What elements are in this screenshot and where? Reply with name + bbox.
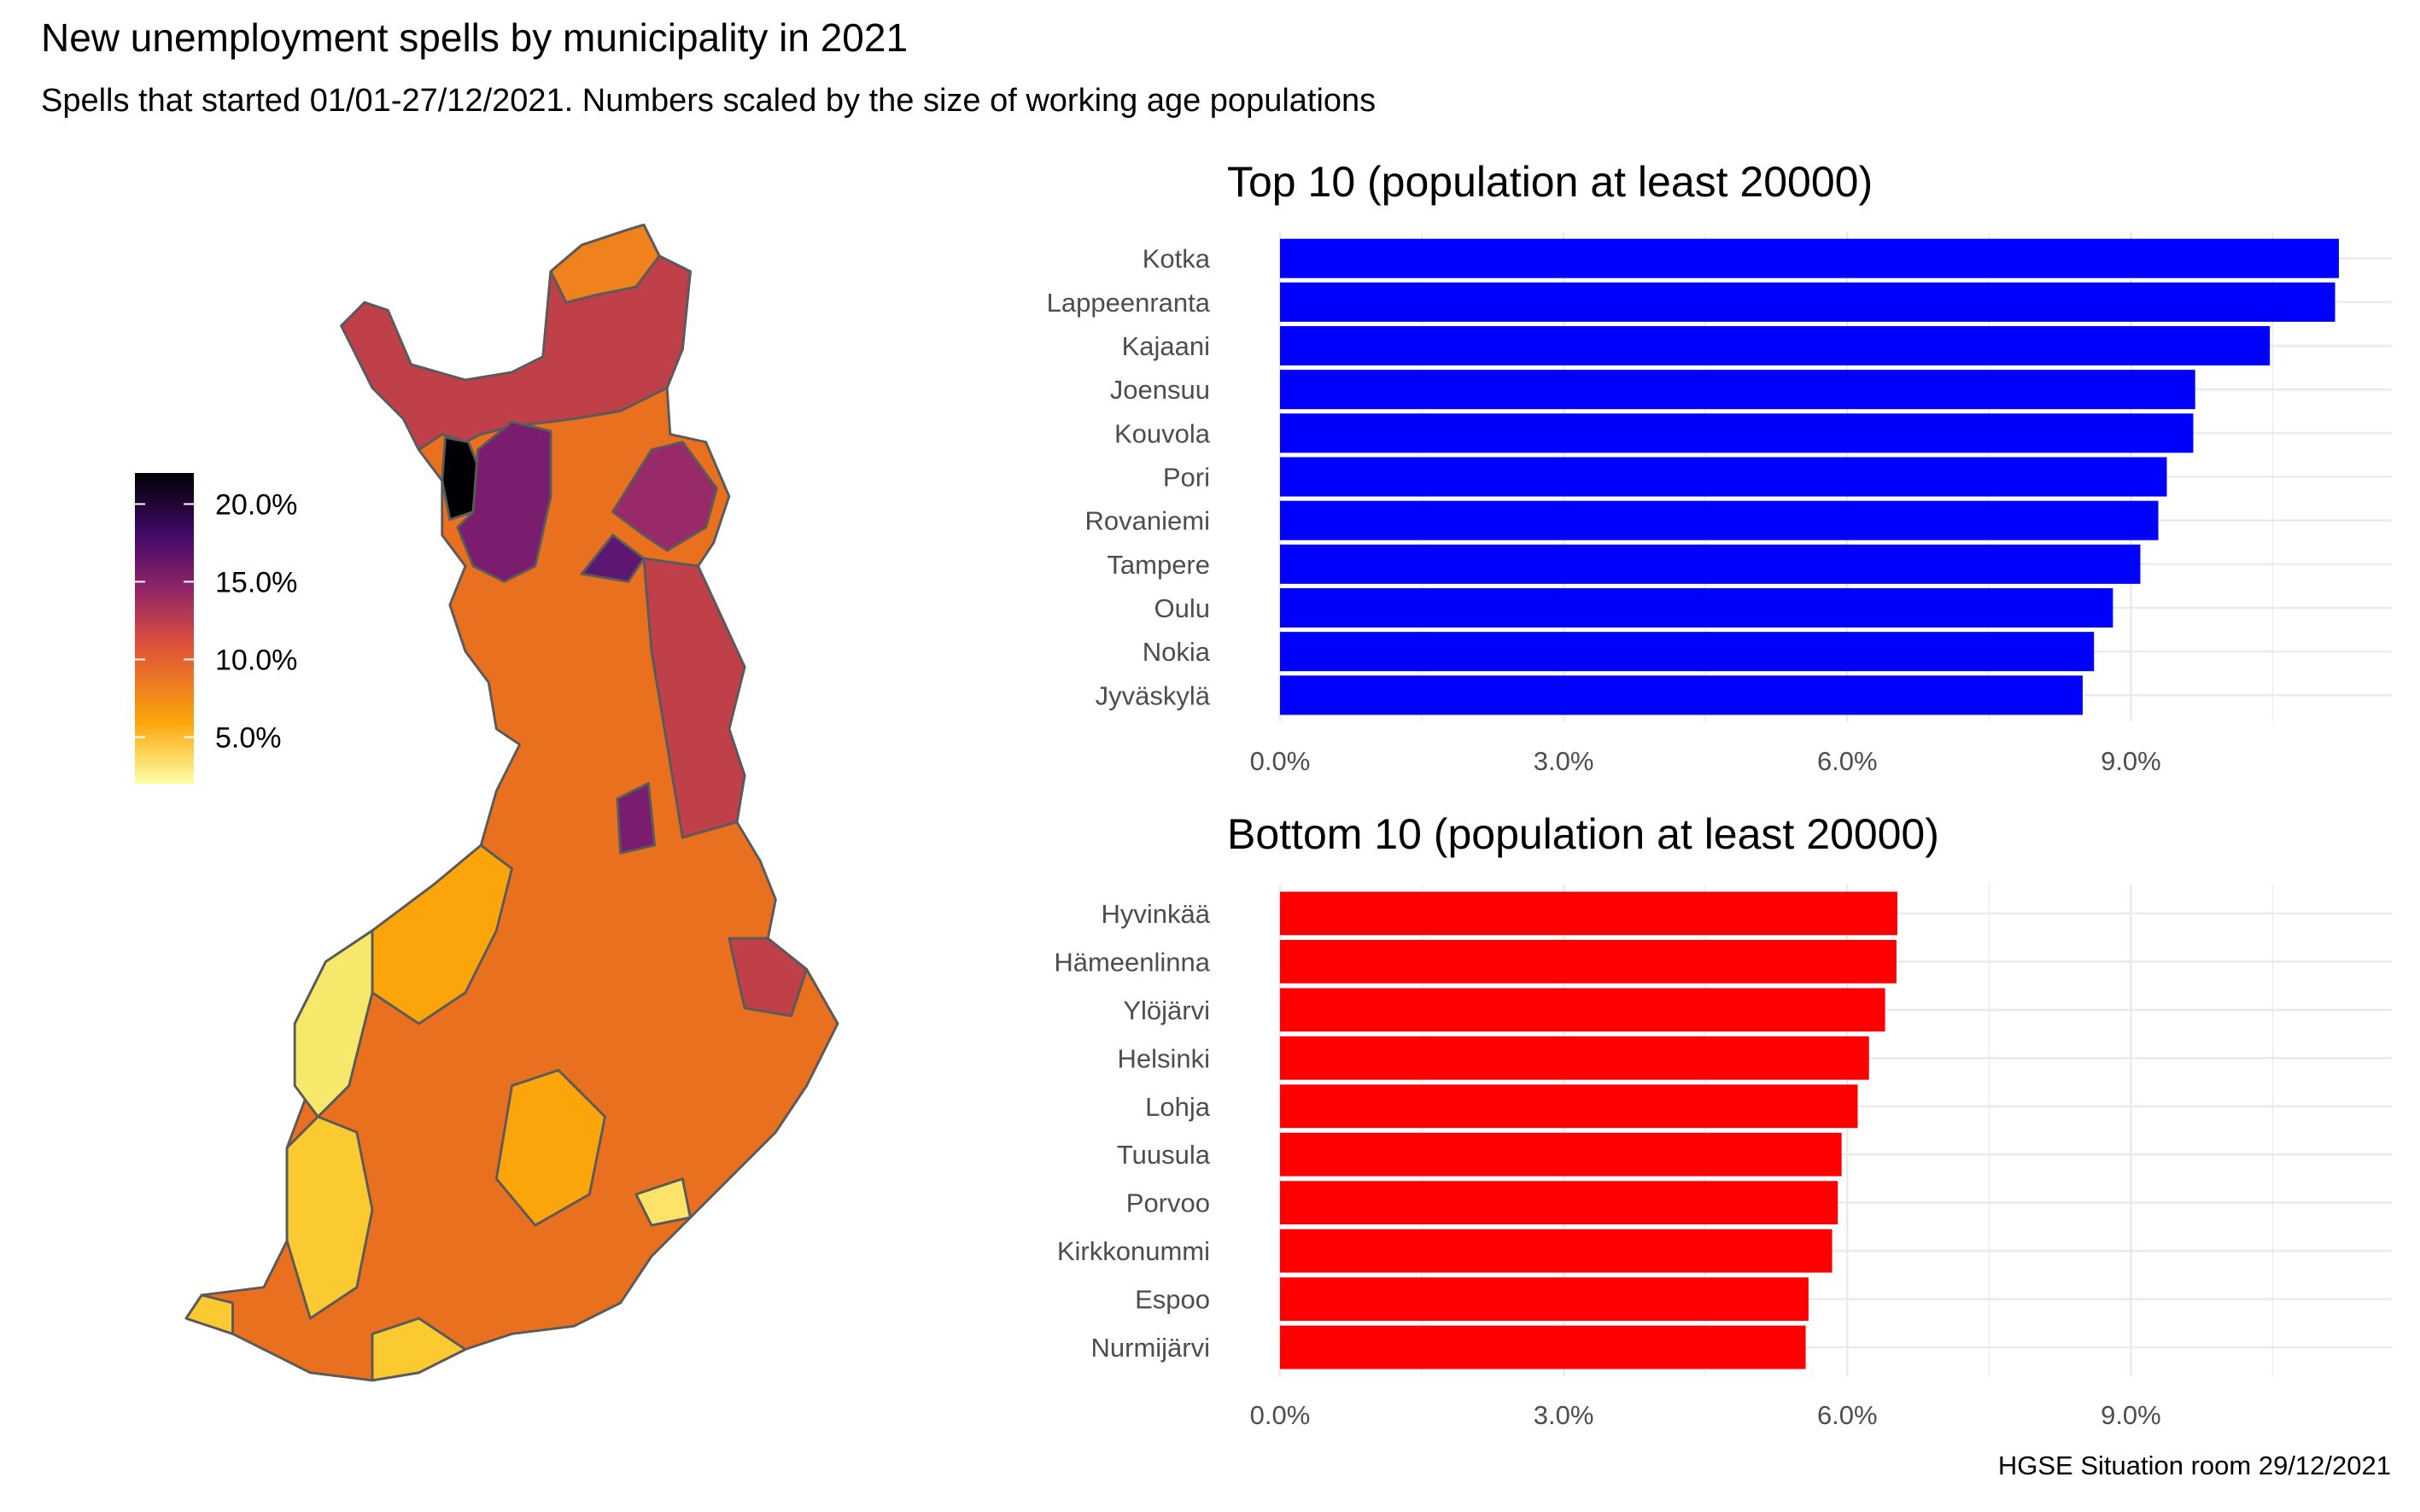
category-label: Oulu <box>1154 593 1210 623</box>
bar-kotka <box>1280 238 2339 278</box>
map-region <box>611 441 718 552</box>
bar-kirkkonummi <box>1280 1229 1833 1273</box>
caption: HGSE Situation room 29/12/2021 <box>1998 1451 2391 1480</box>
bar-jyväskylä <box>1280 675 2083 715</box>
category-label: Joensuu <box>1110 375 1210 405</box>
legend-label: 10.0% <box>215 644 297 676</box>
bar-kouvola <box>1280 413 2194 453</box>
x-tick-label: 3.0% <box>1534 746 1594 776</box>
category-label: Nurmijärvi <box>1091 1333 1211 1363</box>
category-label: Jyväskylä <box>1096 680 1211 710</box>
map-color-legend: 20.0% 15.0% 10.0% 5.0% <box>135 473 297 784</box>
legend-label: 15.0% <box>215 566 297 598</box>
category-label: Porvoo <box>1126 1188 1210 1218</box>
bar-rovaniemi <box>1280 500 2159 540</box>
bar-ylöjärvi <box>1280 988 1885 1032</box>
category-label: Kirkkonummi <box>1057 1236 1210 1266</box>
chart-title: New unemployment spells by municipality … <box>41 15 908 60</box>
x-tick-label: 0.0% <box>1250 746 1311 776</box>
category-label: Pori <box>1163 463 1210 493</box>
x-tick-label: 9.0% <box>2101 746 2161 776</box>
bar-hämeenlinna <box>1280 939 1897 984</box>
map-region <box>642 557 746 839</box>
category-label: Ylöjärvi <box>1123 995 1210 1025</box>
category-label: Tampere <box>1107 550 1210 580</box>
category-label: Lohja <box>1145 1092 1211 1122</box>
category-label: Kouvola <box>1114 418 1211 448</box>
category-label: Nokia <box>1143 637 1211 667</box>
bottom10-bar-chart: Hyvinkää Hämeenlinna Ylöjärvi Helsinki Lohja… <box>1054 884 2392 1430</box>
bar-nurmijärvi <box>1280 1325 1806 1369</box>
category-label: Rovaniemi <box>1085 506 1210 536</box>
legend-label: 5.0% <box>215 721 282 754</box>
bar-pori <box>1280 457 2167 497</box>
category-label: Kajaani <box>1122 331 1210 361</box>
category-label: Hämeenlinna <box>1054 947 1210 977</box>
bar-lappeenranta <box>1280 282 2335 322</box>
map-region <box>634 1177 692 1227</box>
bottom10-panel-title: Bottom 10 (population at least 20000) <box>1227 810 1939 858</box>
category-label: Helsinki <box>1117 1043 1210 1073</box>
bar-lohja <box>1280 1084 1858 1129</box>
map-region <box>494 1069 606 1227</box>
x-tick-label: 0.0% <box>1250 1400 1311 1430</box>
top10-panel-title: Top 10 (population at least 20000) <box>1227 158 1873 206</box>
chart-subtitle: Spells that started 01/01-27/12/2021. Nu… <box>41 83 1376 119</box>
map-region <box>371 844 513 1025</box>
category-label: Hyvinkää <box>1102 899 1211 929</box>
bar-helsinki <box>1280 1036 1869 1080</box>
top10-bar-chart: Kotka Lappeenranta Kajaani Joensuu Kouvola Po… <box>1047 232 2392 776</box>
bar-kajaani <box>1280 325 2271 366</box>
x-tick-label: 6.0% <box>1817 1400 1878 1430</box>
bar-tampere <box>1280 544 2141 584</box>
category-label: Espoo <box>1135 1285 1210 1315</box>
map-region <box>293 929 374 1118</box>
bar-porvoo <box>1280 1181 1838 1225</box>
bar-tuusula <box>1280 1132 1842 1176</box>
map-region <box>456 420 552 583</box>
x-tick-label: 3.0% <box>1534 1400 1594 1430</box>
x-tick-label: 6.0% <box>1817 746 1878 776</box>
bar-hyvinkää <box>1280 891 1897 936</box>
map-region <box>371 1316 467 1382</box>
finland-choropleth-map <box>184 223 839 1382</box>
legend-label: 20.0% <box>215 488 297 521</box>
category-label: Kotka <box>1143 244 1211 274</box>
bar-espoo <box>1280 1277 1809 1322</box>
legend-colorbar <box>135 473 194 784</box>
bar-joensuu <box>1280 370 2195 410</box>
map-region <box>285 1115 374 1320</box>
category-label: Lappeenranta <box>1047 288 1211 318</box>
bar-oulu <box>1280 587 2113 628</box>
map-region <box>616 781 657 855</box>
map-region <box>549 223 661 304</box>
x-tick-label: 9.0% <box>2101 1400 2161 1430</box>
map-region <box>728 937 809 1018</box>
category-label: Tuusula <box>1117 1140 1211 1170</box>
bar-nokia <box>1280 632 2095 672</box>
map-region <box>184 1293 234 1335</box>
